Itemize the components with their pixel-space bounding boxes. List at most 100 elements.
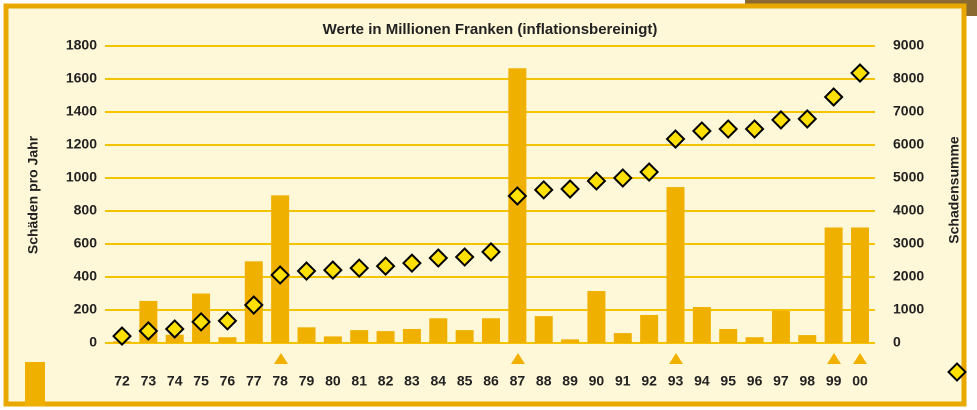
y2-tick-label: 4000 [893,202,924,218]
x-tick-label: 74 [167,373,183,389]
x-tick-label: 89 [562,373,578,389]
chart-frame [3,3,967,407]
x-tick-label: 75 [193,373,209,389]
y-tick-label: 600 [74,235,98,251]
x-tick-label: 80 [325,373,341,389]
diamond-point [375,256,396,277]
diamond-point [454,247,475,267]
x-tick-label: 85 [457,373,473,389]
x-tick-label: 99 [826,373,842,389]
y-tick-label: 1400 [66,103,97,119]
x-tick-label: 81 [351,373,367,389]
bar [587,291,606,343]
diamond-point [322,260,343,280]
x-tick-label: 97 [773,373,789,389]
x-tick-label: 96 [747,373,763,389]
event-marker [511,353,525,364]
diamond-point [112,326,132,346]
x-tick-label: 98 [799,373,815,389]
diamond-point [270,265,291,285]
x-tick-label: 88 [536,373,552,389]
bar [771,310,790,343]
diamond-point [217,310,238,331]
diamond-point [349,258,370,278]
bar [297,327,316,343]
diamond-point [691,121,712,141]
y2-tick-label: 6000 [893,136,924,152]
event-marker [669,353,683,364]
x-tick-label: 90 [589,373,605,389]
bar [455,330,474,343]
x-tick-label: 78 [272,373,288,389]
y-tick-label: 1800 [66,37,97,53]
bar [824,227,843,343]
bar [376,331,395,343]
diamond-point [797,109,818,129]
diamond-point [612,168,633,188]
y2-tick-label: 5000 [893,169,924,185]
y2-tick-label: 3000 [893,235,924,251]
x-tick-label: 76 [220,373,236,389]
x-tick-label: 72 [114,373,130,389]
event-marker [853,353,867,364]
y-tick-label: 200 [74,301,98,317]
y2-tick-label: 1000 [893,301,924,317]
event-marker [827,353,841,364]
diamond-point [823,87,844,107]
y-tick-label: 1600 [66,70,97,86]
y-tick-label: 0 [89,334,97,350]
event-markers [274,353,867,364]
diamond-point [243,295,264,315]
bar [745,337,764,343]
x-tick-label: 83 [404,373,420,389]
x-tick-label: 91 [615,373,631,389]
diamond-point [507,186,528,206]
diamond-point [402,253,422,274]
diamond-point [771,110,791,130]
diamond-point [560,179,580,199]
diamond-point [639,162,660,182]
x-tick-label: 73 [141,373,157,389]
bar [218,337,237,343]
bar [692,307,711,343]
y-tick-label: 1200 [66,136,97,152]
x-tick-label: 92 [641,373,657,389]
y2-tick-label: 7000 [893,103,924,119]
bar [350,330,369,343]
bar [798,335,817,343]
diamond-point [665,129,686,149]
bar [402,328,421,343]
x-tick-label: 84 [430,373,446,389]
chart-title: Werte in Millionen Franken (inflationsbe… [323,21,658,38]
diamond-point [138,321,159,341]
bar [719,328,738,343]
event-marker [274,353,288,364]
diamond-point [850,63,870,83]
y-tick-label: 400 [74,268,98,284]
diamond-point [744,119,765,139]
y2-tick-label: 9000 [893,37,924,53]
bar [561,339,580,343]
diamond-point [428,248,449,268]
x-tick-label: 00 [852,373,868,389]
diamond-point [164,319,185,339]
x-tick-label: 77 [246,373,262,389]
diamond-point [481,242,501,262]
bar [323,336,342,343]
legend-bar-swatch [25,362,45,406]
y-tick-label: 1000 [66,169,97,185]
bar [640,314,659,343]
y2-tick-label: 8000 [893,70,924,86]
x-tick-label: 87 [510,373,526,389]
diamond-point [191,311,211,332]
diamond-point [718,119,739,139]
x-tick-label: 95 [720,373,736,389]
bar [666,187,685,343]
y2-tick-label: 0 [893,334,901,350]
bar [165,334,184,343]
y-tick-label: 800 [74,202,98,218]
y2-axis-label: Schadensumme [946,136,962,244]
bar [482,318,500,343]
x-tick-label: 79 [299,373,315,389]
